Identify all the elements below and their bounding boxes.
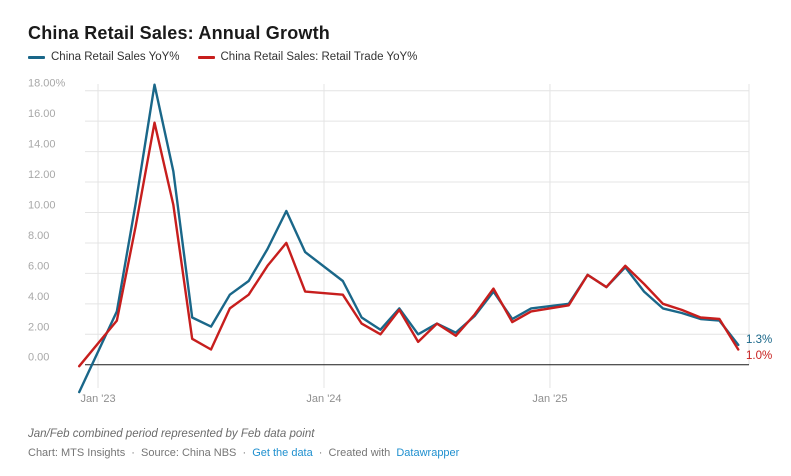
byline: Chart: MTS Insights · Source: China NBS … (28, 447, 459, 459)
separator-dot: · (318, 447, 323, 459)
legend-label: China Retail Sales YoY% (51, 51, 180, 63)
datawrapper-link[interactable]: Datawrapper (396, 447, 460, 459)
y-axis-label: 0.00 (28, 352, 49, 364)
y-axis-label: 4.00 (28, 291, 49, 303)
y-axis-label: 10.00 (28, 200, 56, 212)
legend-label: China Retail Sales: Retail Trade YoY% (220, 51, 418, 63)
get-the-data-link[interactable]: Get the data (252, 447, 313, 459)
series-end-label: 1.3% (746, 334, 772, 346)
y-axis-label: 14.00 (28, 139, 56, 151)
separator-dot: · (242, 447, 247, 459)
x-axis-label: Jan '23 (80, 393, 115, 405)
y-axis-label: 12.00 (28, 169, 56, 181)
source-label: Source: China NBS (141, 447, 237, 459)
legend-item-retail-trade: China Retail Sales: Retail Trade YoY% (197, 51, 418, 63)
series-end-label: 1.0% (746, 350, 772, 362)
chart-credit: Chart: MTS Insights (28, 447, 126, 459)
x-axis-label: Jan '25 (532, 393, 567, 405)
x-axis-label: Jan '24 (306, 393, 341, 405)
legend-item-retail-sales: China Retail Sales YoY% (28, 51, 180, 63)
y-axis-label: 18.00% (28, 78, 66, 90)
created-with-label: Created with (328, 447, 391, 459)
series-line-retail-trade[interactable] (77, 121, 740, 368)
legend-swatch-blue-icon (28, 55, 45, 59)
separator-dot: · (131, 447, 135, 459)
page-title: China Retail Sales: Annual Growth (28, 23, 330, 44)
y-axis-label: 6.00 (28, 260, 49, 272)
legend-swatch-red-icon (197, 55, 215, 59)
y-axis-label: 8.00 (28, 230, 49, 242)
chart-footnote: Jan/Feb combined period represented by F… (28, 428, 315, 440)
chart-legend: China Retail Sales YoY% China Retail Sal… (28, 51, 435, 63)
y-axis-label: 16.00 (28, 108, 56, 120)
y-axis-label: 2.00 (28, 321, 49, 333)
series-line-retail-sales[interactable] (77, 83, 740, 394)
